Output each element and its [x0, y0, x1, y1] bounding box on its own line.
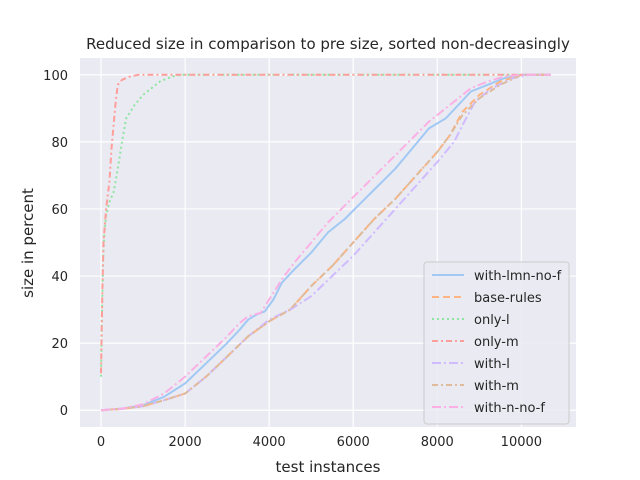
legend-label: with-l — [474, 357, 510, 372]
x-tick-label: 0 — [97, 435, 105, 450]
legend-label: only-m — [474, 335, 519, 350]
series-layer — [100, 73, 551, 412]
series-line-with-n-no-f — [100, 73, 551, 412]
y-tick-label: 80 — [51, 136, 68, 151]
legend-label: with-lmn-no-f — [474, 269, 562, 284]
series-line-only-m — [100, 73, 551, 374]
x-tick-label: 6000 — [337, 435, 370, 450]
x-tick-label: 8000 — [421, 435, 454, 450]
x-axis-label: test instances — [276, 458, 381, 476]
chart-title: Reduced size in comparison to pre size, … — [86, 35, 570, 53]
y-tick-label: 20 — [51, 337, 68, 352]
y-tick-label: 40 — [51, 270, 68, 285]
series-line-with-m — [100, 73, 551, 412]
y-tick-label: 100 — [43, 69, 68, 84]
series-line-with-l — [100, 73, 551, 412]
x-tick-label: 4000 — [253, 435, 286, 450]
y-tick-label: 60 — [51, 203, 68, 218]
y-tick-label: 0 — [60, 404, 68, 419]
grid — [80, 58, 576, 427]
y-axis-label: size in percent — [19, 188, 37, 298]
legend: with-lmn-no-f base-rules only-l only-m with-… — [423, 261, 570, 425]
x-tick-label: 2000 — [169, 435, 202, 450]
x-tick-label: 10000 — [501, 435, 542, 450]
legend-label: base-rules — [474, 291, 542, 306]
legend-label: only-l — [474, 313, 510, 328]
legend-label: with-m — [474, 379, 519, 394]
legend-box — [423, 261, 570, 425]
series-line-with-lmn-no-f — [100, 73, 551, 412]
ticks: 0 2000 4000 6000 8000 10000 0 20 40 60 80 100 — [43, 69, 542, 450]
legend-label: with-n-no-f — [474, 401, 545, 416]
